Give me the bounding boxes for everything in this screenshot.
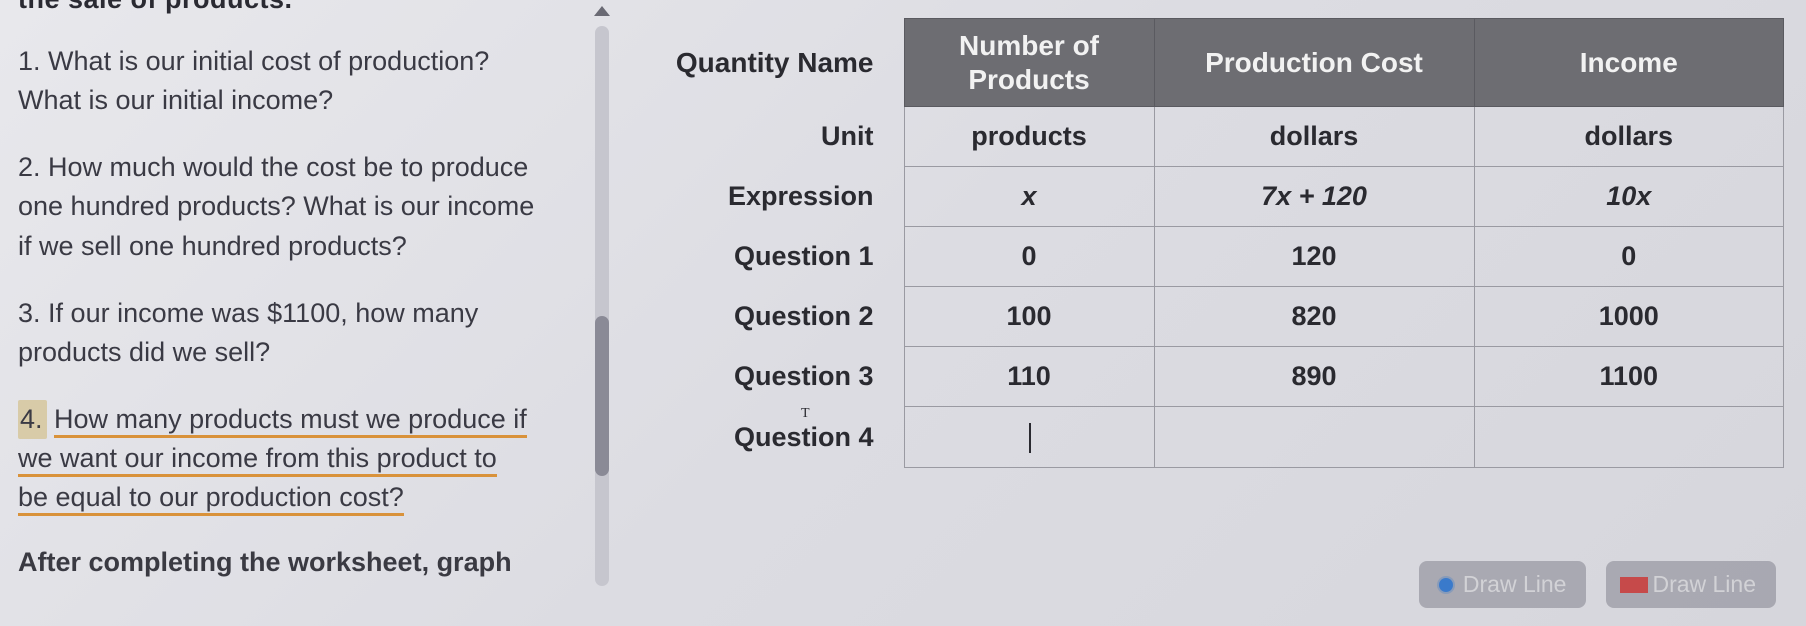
scrollbar[interactable] [590,0,614,626]
cell-expr-income: 10x [1474,167,1784,227]
worksheet-table: Quantity Name Number of Products Product… [654,18,1784,468]
question-panel: the sale of products. 1. What is our ini… [0,0,590,626]
button-row: Draw Line Draw Line [1419,561,1776,608]
cell-expr-cost: 7x + 120 [1154,167,1474,227]
header-quantity-name: Quantity Name [654,19,904,107]
cell-q3-income[interactable]: 1100 [1474,347,1784,407]
cell-q2-cost[interactable]: 820 [1154,287,1474,347]
rowlabel-q3: Question 3 [654,347,904,407]
scroll-thumb[interactable] [595,316,609,476]
q2-num: 2. [18,152,41,182]
q4-line2: we want our income from this product to [18,443,497,477]
table-row-unit: Unit products dollars dollars [654,107,1784,167]
q2-line2: one hundred products? What is our income [18,191,534,221]
scroll-track[interactable] [595,26,609,586]
cell-q2-income[interactable]: 1000 [1474,287,1784,347]
cell-q3-cost[interactable]: 890 [1154,347,1474,407]
cell-q1-cost[interactable]: 120 [1154,227,1474,287]
cutoff-heading: the sale of products. [18,0,293,15]
header-production-cost: Production Cost [1154,19,1474,107]
q3-textC: products did we sell? [18,337,270,367]
cell-q1-income[interactable]: 0 [1474,227,1784,287]
q3-amount: $1100 [267,298,340,328]
cell-q2-products[interactable]: 100 [904,287,1154,347]
q1-line1: What is our initial cost of production? [48,46,489,76]
table-row-q1: Question 1 0 120 0 [654,227,1784,287]
draw-line-button-2[interactable]: Draw Line [1606,561,1776,608]
text-cursor-icon: Question 4 [734,422,874,453]
question-2: 2. How much would the cost be to produce… [18,148,565,265]
table-row-q2: Question 2 100 820 1000 [654,287,1784,347]
after-text: After completing the worksheet, graph [18,547,565,578]
rowlabel-q4: Question 4 [654,407,904,468]
rowlabel-q1: Question 1 [654,227,904,287]
cell-q4-products[interactable] [904,407,1154,468]
table-row-expression: Expression x 7x + 120 10x [654,167,1784,227]
q1-num: 1. [18,46,41,76]
question-4: 4. How many products must we produce if … [18,400,565,517]
scroll-up-icon[interactable] [594,6,610,16]
cell-q1-products[interactable]: 0 [904,227,1154,287]
q3-textA: If our income was [48,298,260,328]
cell-q3-products[interactable]: 110 [904,347,1154,407]
question-3: 3. If our income was $1100, how many pro… [18,294,565,372]
draw1-label: Draw Line [1463,571,1567,598]
question-1: 1. What is our initial cost of productio… [18,42,565,120]
header-number-products: Number of Products [904,19,1154,107]
header-income: Income [1474,19,1784,107]
cell-unit-cost: dollars [1154,107,1474,167]
cell-q4-cost[interactable] [1154,407,1474,468]
draw-line-button-1[interactable]: Draw Line [1419,561,1587,608]
q4-num: 4. [18,400,47,439]
table-row-q4: Question 4 [654,407,1784,468]
cell-unit-products: products [904,107,1154,167]
red-cross-icon [1626,577,1642,593]
table-header-row: Quantity Name Number of Products Product… [654,19,1784,107]
q3-textB: , how many [340,298,478,328]
rowlabel-q2: Question 2 [654,287,904,347]
cell-q4-income[interactable] [1474,407,1784,468]
q4-line3: be equal to our production cost? [18,482,404,516]
input-caret-icon [1029,423,1031,453]
q4-line1: How many products must we produce if [54,404,527,438]
q3-num: 3. [18,298,41,328]
cell-expr-products: x [904,167,1154,227]
table-row-q3: Question 3 110 890 1100 [654,347,1784,407]
cell-unit-income: dollars [1474,107,1784,167]
rowlabel-expression: Expression [654,167,904,227]
q2-line1: How much would the cost be to produce [48,152,528,182]
q2-line3: if we sell one hundred products? [18,231,407,261]
blue-dot-icon [1439,578,1453,592]
q1-line2: What is our initial income? [18,85,333,115]
worksheet-panel: Quantity Name Number of Products Product… [614,0,1806,626]
draw2-label: Draw Line [1652,571,1756,598]
rowlabel-unit: Unit [654,107,904,167]
